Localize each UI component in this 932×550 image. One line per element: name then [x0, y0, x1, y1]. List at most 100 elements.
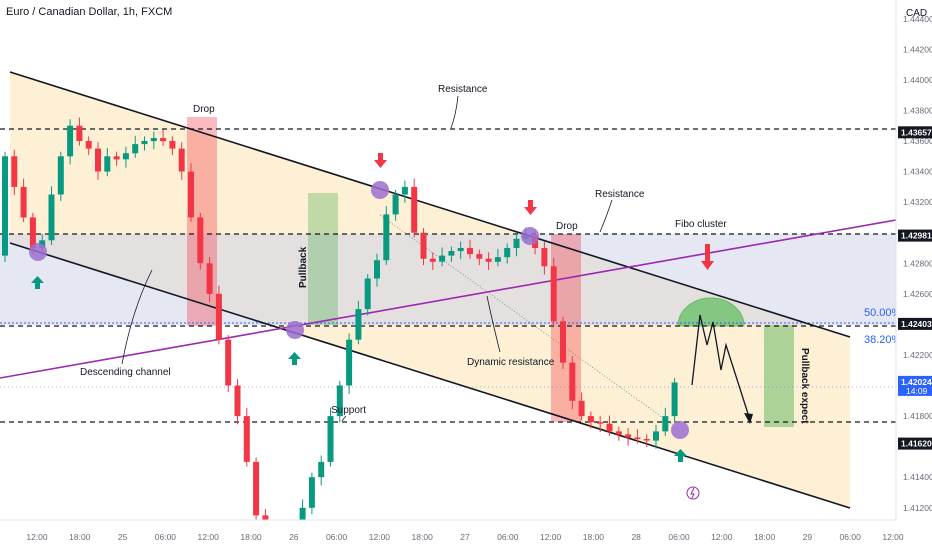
candle-body [550, 266, 557, 322]
range-band [0, 234, 896, 325]
candle-body [48, 194, 55, 241]
up-arrow-icon [674, 449, 687, 462]
candle-body [169, 141, 176, 149]
candle-body [346, 339, 353, 386]
price-tick: 1.42200 [903, 350, 932, 360]
price-tick: 1.44400 [903, 14, 932, 24]
price-axis-bg [896, 0, 932, 550]
candle-body [625, 434, 632, 438]
level-price-tag [898, 317, 932, 330]
candle-body [318, 461, 325, 478]
candle-body [662, 416, 669, 432]
level-price-tag [898, 126, 932, 139]
candle-body [122, 153, 129, 160]
time-tick: 12:00 [540, 532, 562, 542]
candle-body [243, 416, 250, 462]
descending-channel-pointer [121, 269, 153, 365]
candle-body [504, 248, 511, 258]
price-tick: 1.41800 [903, 411, 932, 421]
candle-body [67, 125, 74, 157]
time-tick: 26 [289, 532, 299, 542]
channel-upper-line [9, 71, 851, 338]
pullback-expect-zone [764, 325, 794, 427]
lightning-icon[interactable] [686, 486, 700, 500]
resistance-top-label: Resistance [438, 84, 488, 95]
time-tick: 27 [460, 532, 470, 542]
candle-body [160, 138, 167, 142]
fibo-cluster-label: Fibo cluster [675, 219, 727, 230]
candle-body [671, 382, 678, 417]
candle-body [513, 238, 520, 248]
time-tick: 12:00 [711, 532, 733, 542]
candle-body [615, 431, 622, 435]
price-tick: 1.44200 [903, 44, 932, 54]
touch-circle-5 [671, 421, 689, 439]
current-price-tag [898, 375, 932, 396]
pullback-zone [308, 193, 338, 325]
candle-body [95, 148, 101, 172]
up-arrow-icon [288, 352, 301, 365]
candle-body [225, 339, 232, 386]
drop-label-2: Drop [556, 221, 578, 232]
candle-body [569, 362, 576, 401]
time-tick: 28 [631, 532, 641, 542]
price-tick: 1.43200 [903, 197, 932, 207]
down-arrow-icon [524, 200, 537, 215]
candle-body [76, 125, 83, 141]
price-tick: 1.44000 [903, 75, 932, 85]
candle-body [253, 461, 260, 516]
up-arrow-icon [31, 276, 44, 289]
candle-body [327, 416, 334, 462]
candle-body [308, 477, 315, 508]
candle-body [578, 400, 585, 417]
touch-circle-2 [286, 321, 304, 339]
fib-50-label: 50.00% [864, 307, 902, 319]
candle-body [262, 515, 269, 520]
pullback-label: Pullback [298, 246, 309, 288]
candle-body [383, 214, 390, 261]
time-tick: 06:00 [497, 532, 519, 542]
time-tick: 12:00 [26, 532, 48, 542]
candle-body [494, 257, 501, 262]
candle-body [411, 186, 418, 233]
candle-body [429, 258, 436, 262]
descending-channel-label: Descending channel [80, 367, 171, 378]
down-arrow-icon [701, 244, 714, 270]
price-tick: 1.42800 [903, 258, 932, 268]
dynamic-resistance-label: Dynamic resistance [467, 357, 555, 368]
candle-body [336, 385, 343, 417]
candle-body [457, 248, 464, 252]
time-tick: 06:00 [668, 532, 690, 542]
candle-body [188, 171, 194, 218]
time-tick: 12:00 [882, 532, 904, 542]
dynamic-resistance-pointer [486, 295, 501, 353]
resistance-mid-label: Resistance [595, 189, 645, 200]
resistance-top-pointer [450, 95, 459, 129]
candle-body [467, 248, 473, 255]
candle-body [355, 309, 362, 340]
candle-body [20, 186, 27, 218]
price-tick: 1.43400 [903, 167, 932, 177]
touch-circle-4 [521, 227, 539, 245]
candle-body [634, 437, 641, 439]
candle-body [374, 260, 380, 279]
projection-arrowhead [744, 413, 753, 424]
candle-body [476, 254, 483, 259]
candle-body [541, 248, 548, 267]
candle-body [401, 186, 408, 195]
candle-body [104, 156, 111, 172]
candle-body [392, 194, 399, 215]
candle-body [141, 141, 148, 145]
channel-lower-line [9, 242, 851, 509]
candle-body [643, 439, 650, 441]
resistance-mid-pointer [599, 199, 613, 233]
fibo-dome [677, 297, 745, 327]
candle-body [420, 232, 427, 259]
currency-label[interactable]: CAD [906, 8, 928, 19]
candle-body [364, 278, 371, 310]
candle-body [11, 156, 18, 187]
candle-body [150, 138, 157, 142]
time-tick: 29 [803, 532, 813, 542]
time-tick: 18:00 [69, 532, 91, 542]
price-tick: 1.43800 [903, 105, 932, 115]
